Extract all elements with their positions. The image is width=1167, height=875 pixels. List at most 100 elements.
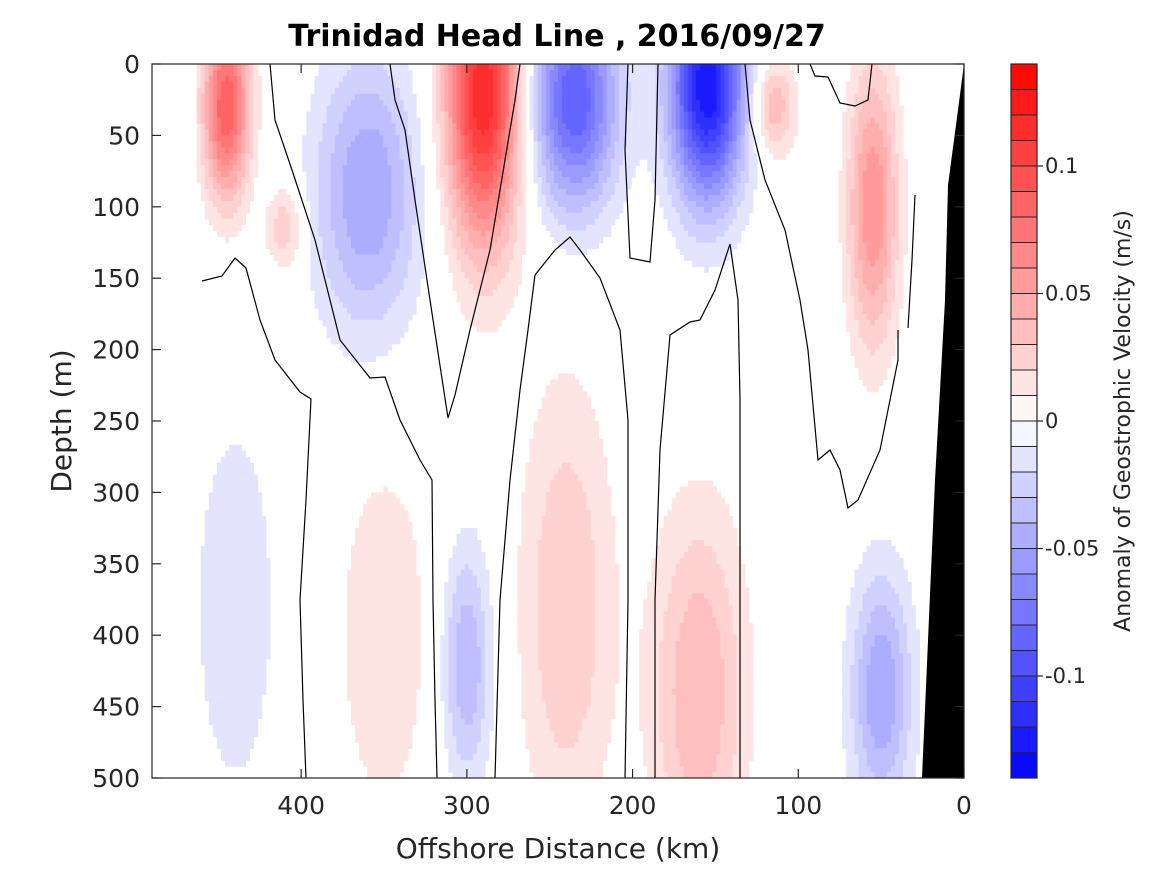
anomaly-cell (444, 635, 449, 642)
anomaly-cell (509, 87, 514, 95)
anomaly-cell (221, 540, 226, 547)
anomaly-cell (290, 212, 295, 220)
anomaly-cell (221, 522, 226, 529)
anomaly-cell (537, 200, 543, 208)
anomaly-cell (452, 593, 458, 601)
anomaly-cell (375, 557, 380, 565)
anomaly-cell (249, 587, 255, 595)
anomaly-cell (468, 69, 474, 77)
anomaly-cell (497, 147, 502, 154)
anomaly-cell (415, 141, 421, 148)
anomaly-cell (456, 611, 462, 618)
anomaly-cell (517, 99, 523, 107)
anomaly-cell (407, 712, 413, 720)
anomaly-cell (505, 99, 510, 107)
anomaly-cell (355, 575, 360, 583)
anomaly-cell (436, 93, 441, 101)
anomaly-cell (261, 635, 267, 642)
anomaly-cell (480, 171, 486, 178)
anomaly-cell (533, 528, 539, 535)
anomaly-cell (285, 218, 291, 226)
anomaly-cell (371, 188, 376, 196)
anomaly-cell (391, 760, 397, 767)
anomaly-cell (367, 325, 372, 333)
anomaly-cell (521, 200, 527, 208)
anomaly-cell (407, 111, 413, 119)
anomaly-cell (212, 635, 218, 642)
anomaly-cell (525, 653, 531, 660)
anomaly-cell (249, 635, 255, 642)
anomaly-cell (338, 141, 344, 148)
anomaly-cell (221, 599, 226, 607)
anomaly-cell (208, 87, 214, 95)
anomaly-cell (488, 647, 494, 654)
anomaly-cell (383, 200, 389, 208)
anomaly-cell (456, 105, 462, 113)
anomaly-cell (363, 278, 368, 285)
anomaly-cell (371, 135, 376, 142)
anomaly-cell (253, 141, 259, 148)
anomaly-cell (257, 99, 263, 107)
anomaly-cell (476, 64, 482, 71)
anomaly-cell (302, 147, 307, 154)
anomaly-cell (383, 569, 389, 577)
anomaly-cell (342, 296, 348, 303)
anomaly-cell (415, 641, 421, 648)
anomaly-cell (233, 153, 238, 160)
anomaly-cell (456, 593, 462, 601)
anomaly-cell (399, 706, 405, 714)
anomaly-cell (391, 706, 397, 714)
anomaly-cell (196, 165, 202, 172)
anomaly-cell (200, 117, 206, 125)
anomaly-cell (411, 641, 417, 648)
anomaly-cell (411, 551, 417, 559)
anomaly-cell (359, 355, 364, 363)
anomaly-cell (407, 682, 413, 690)
anomaly-cell (537, 438, 543, 446)
anomaly-cell (229, 206, 234, 214)
anomaly-cell (200, 81, 206, 89)
anomaly-cell (225, 647, 230, 654)
anomaly-cell (237, 450, 242, 458)
anomaly-cell (464, 242, 470, 250)
anomaly-cell (493, 248, 498, 255)
anomaly-cell (529, 516, 535, 523)
anomaly-cell (322, 260, 328, 267)
anomaly-cell (310, 153, 315, 160)
anomaly-cell (529, 438, 535, 446)
anomaly-cell (269, 230, 275, 238)
anomaly-cell (533, 605, 539, 612)
anomaly-cell (403, 522, 409, 529)
anomaly-cell (452, 260, 458, 267)
anomaly-cell (468, 111, 474, 119)
anomaly-cell (221, 754, 226, 761)
anomaly-cell (444, 111, 449, 119)
anomaly-cell (468, 141, 474, 148)
anomaly-cell (476, 736, 482, 743)
anomaly-cell (338, 183, 344, 190)
anomaly-cell (363, 99, 368, 107)
anomaly-cell (310, 206, 315, 214)
anomaly-cell (395, 194, 401, 202)
anomaly-cell (330, 147, 336, 154)
anomaly-cell (448, 69, 454, 77)
anomaly-cell (229, 682, 234, 690)
anomaly-cell (468, 712, 474, 720)
anomaly-cell (403, 278, 409, 285)
anomaly-cell (229, 480, 234, 488)
anomaly-cell (371, 147, 376, 154)
anomaly-cell (363, 676, 368, 684)
anomaly-cell (484, 605, 490, 612)
anomaly-cell (350, 218, 356, 226)
anomaly-cell (338, 284, 344, 291)
anomaly-cell (541, 147, 547, 154)
anomaly-cell (529, 105, 535, 113)
anomaly-cell (233, 99, 238, 107)
anomaly-cell (387, 266, 393, 273)
anomaly-cell (196, 87, 202, 95)
anomaly-cell (310, 254, 315, 261)
anomaly-cell (216, 534, 222, 541)
anomaly-cell (359, 93, 364, 101)
anomaly-cell (395, 177, 401, 184)
anomaly-cell (545, 75, 551, 83)
